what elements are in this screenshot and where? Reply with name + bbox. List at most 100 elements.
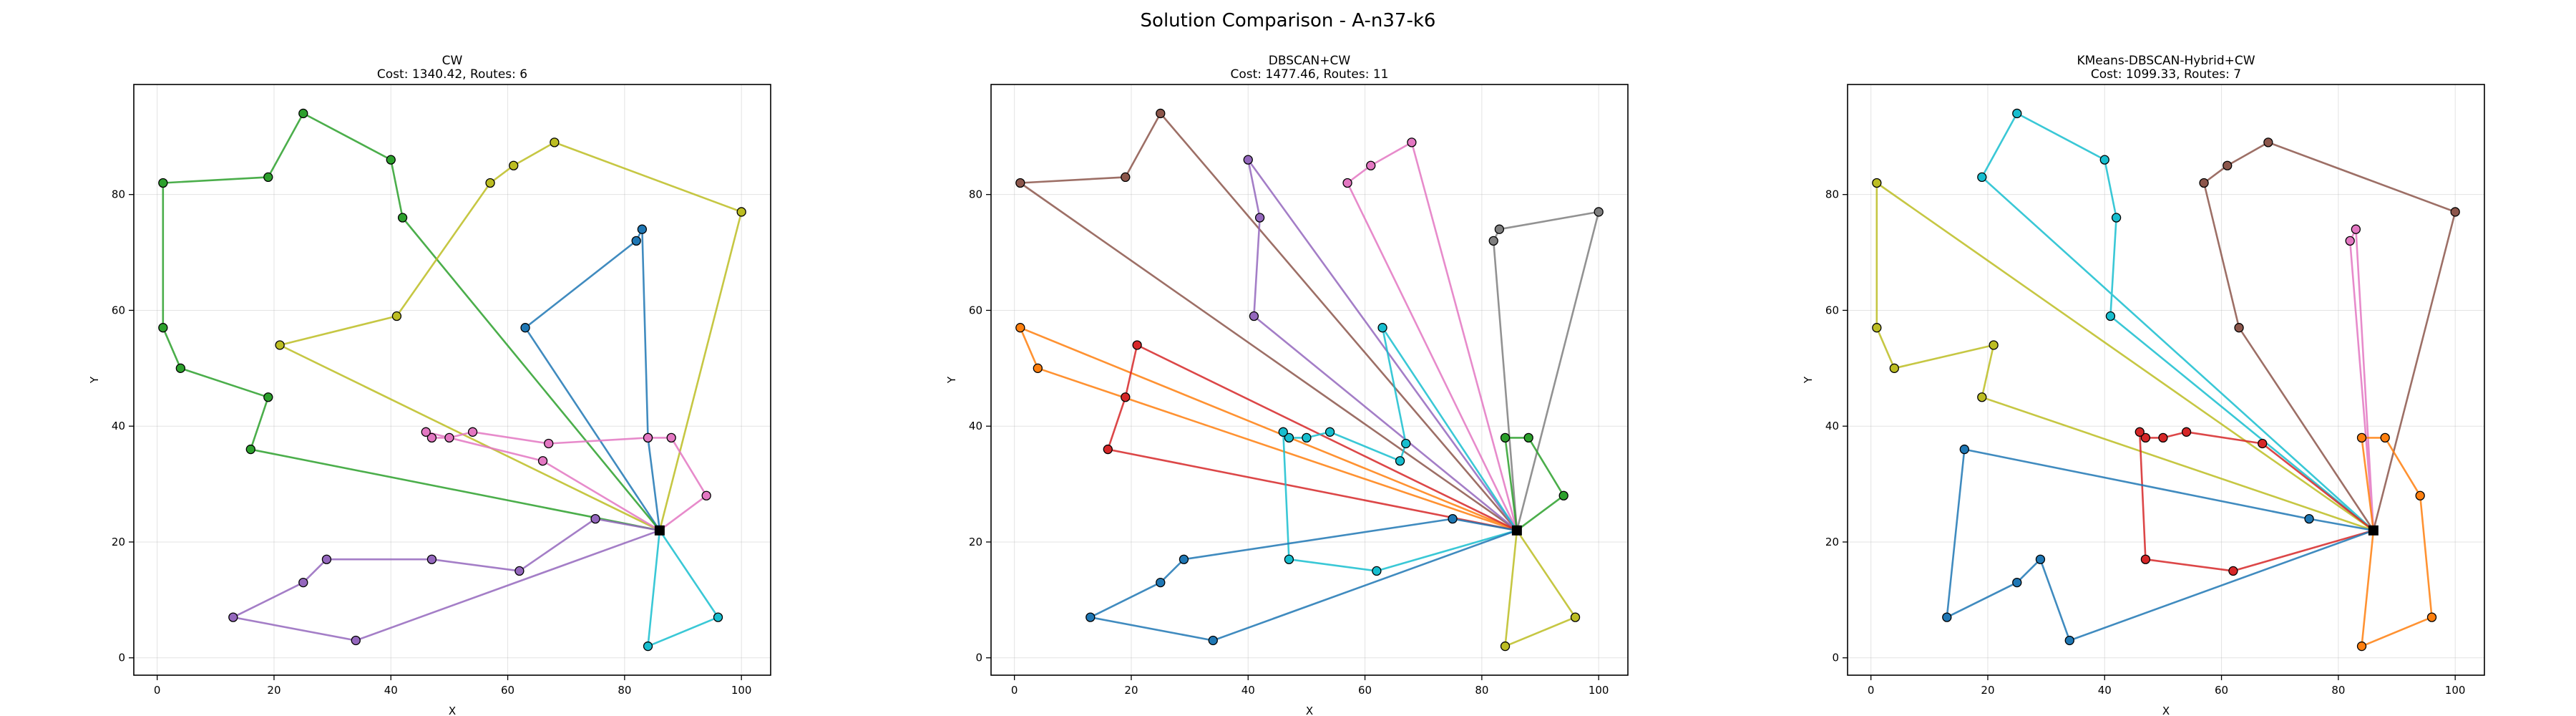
customer-point (1488, 236, 1498, 246)
x-tick-label: 80 (2331, 684, 2345, 697)
customer-point (1015, 178, 1025, 188)
customer-point (263, 392, 273, 402)
customer-point (1132, 340, 1142, 350)
customer-point (426, 554, 437, 564)
customer-point (275, 340, 285, 350)
customer-point (2199, 178, 2209, 188)
y-tick-label: 60 (112, 304, 125, 316)
customer-point (2012, 577, 2022, 588)
customer-point (2351, 224, 2361, 234)
customer-point (321, 554, 332, 564)
customer-point (1401, 438, 1411, 449)
customer-point (1500, 432, 1511, 443)
subplot-subtitle: Cost: 1340.42, Routes: 6 (377, 67, 527, 82)
customer-point (228, 612, 238, 622)
customer-point (1156, 577, 1166, 588)
customer-point (2426, 612, 2437, 622)
x-axis-label: X (449, 705, 456, 716)
customer-point (2356, 641, 2367, 652)
customer-point (2012, 108, 2022, 119)
customer-point (1872, 323, 1882, 333)
customer-point (2135, 427, 2145, 437)
y-tick-label: 20 (1825, 536, 1839, 548)
customer-point (175, 363, 185, 373)
customer-point (1208, 635, 1218, 646)
customer-point (2035, 554, 2046, 564)
route-line-4 (1492, 211, 1600, 531)
subplot-title: DBSCAN+CW (1269, 54, 1351, 68)
customer-point (158, 323, 168, 333)
customer-point (1942, 612, 1952, 622)
subplot-title: KMeans-DBSCAN-Hybrid+CW (2077, 54, 2255, 68)
customer-point (386, 155, 396, 165)
customer-point (1121, 172, 1131, 183)
x-tick-label: 20 (1124, 684, 1138, 697)
customer-point (1407, 137, 1417, 147)
y-tick-label: 80 (1825, 188, 1839, 201)
axes-frame (990, 84, 1629, 676)
customer-point (2111, 213, 2122, 223)
customer-point (2234, 323, 2244, 333)
x-tick-label: 100 (731, 684, 752, 697)
x-tick-label: 40 (2098, 684, 2112, 697)
route-line-1 (1981, 112, 2374, 531)
customer-point (1372, 566, 1382, 576)
route-line-2 (2202, 141, 2457, 531)
customer-point (298, 108, 308, 119)
route-line-6 (647, 530, 719, 647)
x-tick-label: 20 (1981, 684, 1994, 697)
depot-marker (654, 525, 665, 536)
customer-point (637, 224, 648, 234)
x-tick-label: 80 (618, 684, 631, 697)
y-axis-label: Y (88, 376, 101, 384)
subplot-subtitle: Cost: 1099.33, Routes: 7 (2091, 67, 2241, 82)
depot-marker (2368, 525, 2379, 536)
customer-point (2228, 566, 2238, 576)
customer-point (1179, 554, 1189, 564)
customer-point (2064, 635, 2074, 646)
customer-point (1085, 612, 1096, 622)
y-axis-label: Y (1802, 376, 1815, 384)
x-tick-label: 60 (1358, 684, 1372, 697)
customer-point (1977, 172, 1987, 183)
customer-point (1033, 363, 1043, 373)
customer-point (426, 432, 437, 443)
y-tick-label: 40 (969, 420, 982, 432)
customer-point (2140, 432, 2151, 443)
customer-point (1284, 432, 1294, 443)
customer-point (1249, 311, 1259, 321)
customer-point (2181, 427, 2192, 437)
customer-point (485, 178, 495, 188)
route-line-10 (1504, 530, 1576, 647)
y-tick-label: 20 (969, 536, 982, 548)
route-line-4 (1875, 182, 2374, 532)
customer-point (1872, 178, 1882, 188)
y-tick-label: 0 (1832, 652, 1839, 664)
x-axis-label: X (2162, 705, 2170, 716)
customer-point (2450, 207, 2460, 217)
customer-point (1558, 490, 1568, 500)
customer-point (2105, 311, 2116, 321)
customer-point (1342, 178, 1352, 188)
customer-point (1015, 323, 1025, 333)
customer-point (590, 513, 600, 524)
customer-point (263, 172, 273, 183)
customer-point (736, 207, 746, 217)
figure-title: Solution Comparison - A-n37-k6 (1140, 10, 1436, 32)
y-tick-label: 60 (1825, 304, 1839, 316)
y-tick-label: 60 (969, 304, 982, 316)
y-axis-label: Y (945, 376, 958, 384)
customer-point (298, 577, 308, 588)
subplot-3: 0 20 40 60 80 100 0 20 40 60 80 X Y KMeans-DBSCAN-Hyb… (1802, 54, 2485, 716)
customer-point (245, 444, 255, 455)
customer-point (1977, 392, 1987, 402)
x-tick-label: 60 (2215, 684, 2228, 697)
customer-point (351, 635, 361, 646)
customer-point (1523, 432, 1533, 443)
x-tick-label: 0 (1011, 684, 1018, 697)
y-tick-label: 80 (969, 188, 982, 201)
y-tick-label: 80 (112, 188, 125, 201)
customer-point (2140, 554, 2151, 564)
